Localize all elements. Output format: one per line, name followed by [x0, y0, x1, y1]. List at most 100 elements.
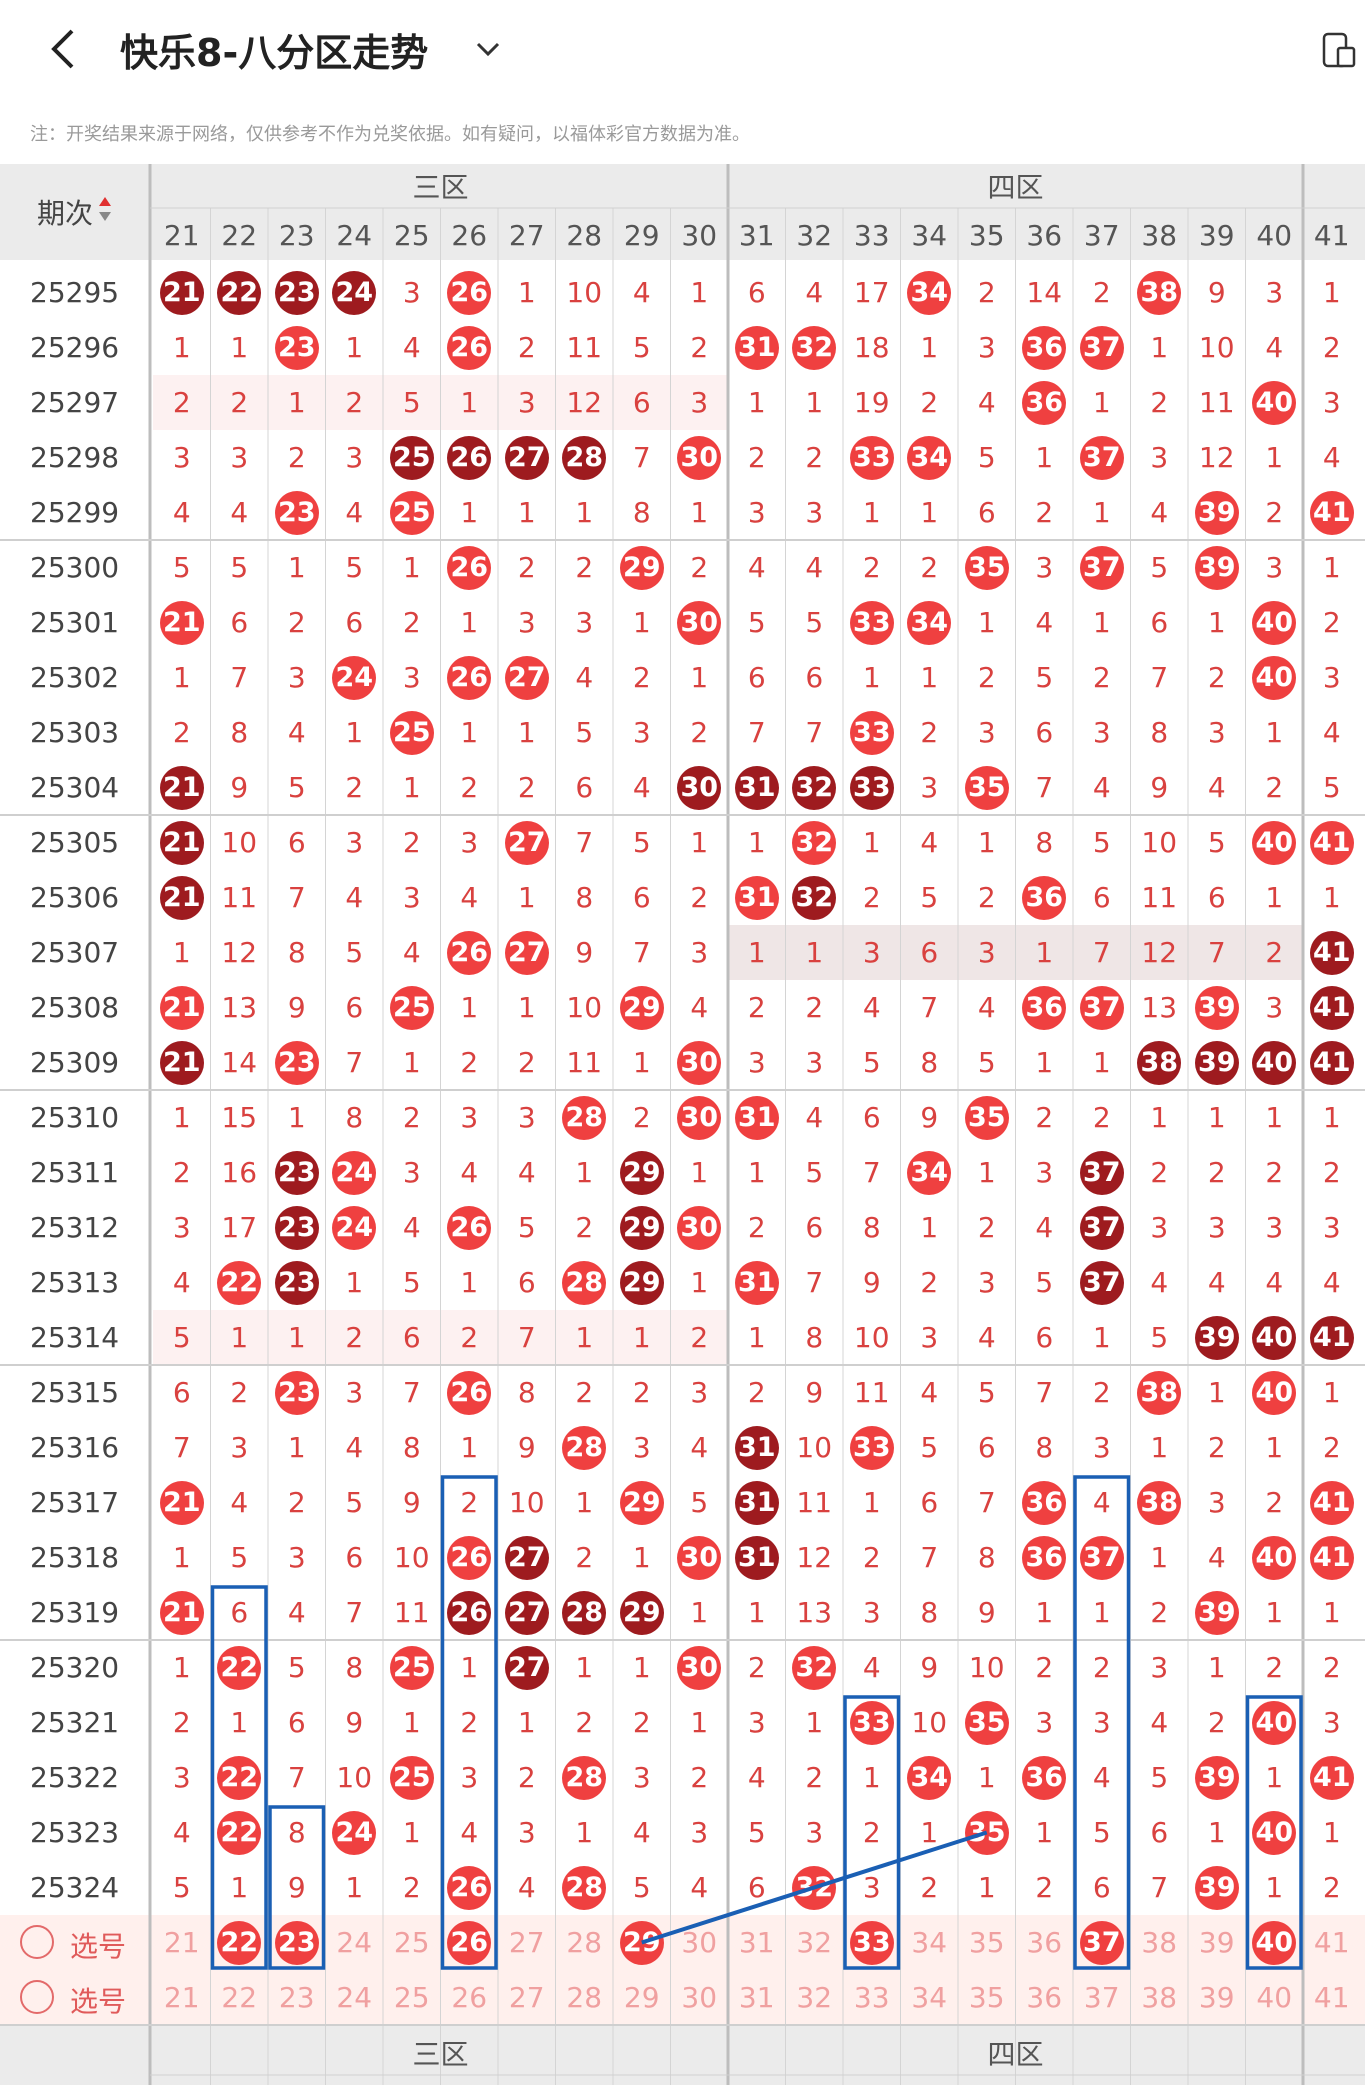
- select-radio[interactable]: [20, 1925, 54, 1959]
- number-cell: 2: [977, 661, 996, 694]
- number-cell: 6: [517, 1266, 536, 1299]
- select-number[interactable]: 39: [1198, 1926, 1235, 1959]
- number-cell: 3: [1150, 441, 1169, 474]
- selected-ball[interactable]: 33: [849, 1920, 894, 1965]
- select-number[interactable]: 40: [1256, 1981, 1293, 2014]
- select-number[interactable]: 37: [1083, 1981, 1120, 2014]
- select-number[interactable]: 28: [566, 1981, 603, 2014]
- drawn-ball: 41: [1309, 820, 1354, 865]
- select-number[interactable]: 31: [738, 1981, 775, 2014]
- number-cell: 1: [460, 386, 479, 419]
- select-number[interactable]: 28: [566, 1926, 603, 1959]
- number-cell: 6: [632, 386, 651, 419]
- drawn-ball: 26: [447, 325, 492, 370]
- page-title[interactable]: 快乐8-八分区走势: [120, 31, 429, 75]
- select-number[interactable]: 23: [278, 1981, 315, 2014]
- number-cell: 1: [1035, 936, 1054, 969]
- drawn-ball: 38: [1137, 1370, 1182, 1415]
- select-number[interactable]: 33: [853, 1981, 890, 2014]
- drawn-ball: 33: [849, 1700, 894, 1745]
- number-cell: 1: [575, 1486, 594, 1519]
- period-cell: 25295: [30, 276, 120, 309]
- select-number[interactable]: 27: [508, 1926, 545, 1959]
- selected-ball[interactable]: 23: [274, 1920, 319, 1965]
- select-number[interactable]: 32: [796, 1981, 833, 2014]
- select-number[interactable]: 35: [968, 1926, 1005, 1959]
- number-cell: 4: [345, 1431, 364, 1464]
- select-number[interactable]: 35: [968, 1981, 1005, 2014]
- drawn-ball: 21: [159, 875, 204, 920]
- number-cell: 2: [402, 606, 421, 639]
- number-cell: 11: [1141, 881, 1178, 914]
- select-number[interactable]: 24: [336, 1981, 373, 2014]
- select-number[interactable]: 34: [911, 1981, 948, 2014]
- drawn-ball: 38: [1137, 1040, 1182, 1085]
- number-cell: 3: [690, 936, 709, 969]
- number-cell: 2: [805, 991, 824, 1024]
- select-number[interactable]: 29: [623, 1981, 660, 2014]
- select-number[interactable]: 30: [681, 1926, 718, 1959]
- select-number[interactable]: 21: [163, 1926, 200, 1959]
- select-number[interactable]: 41: [1313, 1926, 1350, 1959]
- select-number[interactable]: 32: [796, 1926, 833, 1959]
- select-number[interactable]: 27: [508, 1981, 545, 2014]
- period-header[interactable]: 期次: [0, 164, 150, 260]
- drawn-ball: 32: [792, 820, 837, 865]
- select-number[interactable]: 26: [451, 1981, 488, 2014]
- drawn-ball: 29: [619, 1150, 664, 1195]
- number-cell: 4: [1092, 1761, 1111, 1794]
- number-cell: 3: [920, 771, 939, 804]
- column-header: 37: [1083, 218, 1120, 252]
- selected-ball[interactable]: 26: [447, 1920, 492, 1965]
- select-radio[interactable]: [20, 1980, 54, 2014]
- number-cell: 1: [690, 1596, 709, 1629]
- select-number[interactable]: 22: [221, 1981, 258, 2014]
- number-cell: 13: [221, 991, 258, 1024]
- select-number[interactable]: 34: [911, 1926, 948, 1959]
- title-dropdown-button[interactable]: [470, 32, 506, 68]
- number-cell: 4: [1150, 1266, 1169, 1299]
- select-number[interactable]: 38: [1141, 1926, 1178, 1959]
- select-number[interactable]: 38: [1141, 1981, 1178, 2014]
- number-cell: 2: [345, 771, 364, 804]
- drawn-ball: 37: [1079, 435, 1124, 480]
- period-cell: 25309: [30, 1046, 120, 1079]
- number-cell: 5: [517, 1211, 536, 1244]
- select-number[interactable]: 41: [1313, 1981, 1350, 2014]
- number-cell: 1: [805, 1706, 824, 1739]
- select-number[interactable]: 39: [1198, 1981, 1235, 2014]
- back-button[interactable]: [38, 24, 88, 74]
- select-number[interactable]: 31: [738, 1926, 775, 1959]
- number-cell: 3: [1322, 1211, 1341, 1244]
- number-cell: 5: [1150, 1761, 1169, 1794]
- drawn-ball: 31: [734, 1260, 779, 1305]
- drawn-ball: 28: [562, 1425, 607, 1470]
- number-cell: 8: [920, 1046, 939, 1079]
- select-number[interactable]: 24: [336, 1926, 373, 1959]
- number-cell: 6: [172, 1376, 191, 1409]
- number-cell: 1: [1150, 1101, 1169, 1134]
- select-number[interactable]: 25: [393, 1981, 430, 2014]
- drawn-ball: 31: [734, 1480, 779, 1525]
- number-cell: 6: [1207, 881, 1226, 914]
- select-number[interactable]: 36: [1026, 1981, 1063, 2014]
- device-toggle-button[interactable]: [1318, 30, 1358, 70]
- select-number[interactable]: 36: [1026, 1926, 1063, 1959]
- number-cell: 5: [1092, 1816, 1111, 1849]
- select-number[interactable]: 25: [393, 1926, 430, 1959]
- drawn-ball: 31: [734, 875, 779, 920]
- number-cell: 5: [862, 1046, 881, 1079]
- number-cell: 7: [1207, 936, 1226, 969]
- selected-ball[interactable]: 29: [619, 1920, 664, 1965]
- number-cell: 8: [977, 1541, 996, 1574]
- selected-ball[interactable]: 40: [1252, 1920, 1297, 1965]
- selected-ball[interactable]: 37: [1079, 1920, 1124, 1965]
- number-cell: 2: [632, 1706, 651, 1739]
- column-header: 35: [968, 218, 1005, 252]
- select-number[interactable]: 21: [163, 1981, 200, 2014]
- select-number[interactable]: 30: [681, 1981, 718, 2014]
- selected-ball[interactable]: 22: [217, 1920, 262, 1965]
- number-cell: 4: [862, 991, 881, 1024]
- number-cell: 5: [1035, 1266, 1054, 1299]
- number-cell: 1: [1150, 331, 1169, 364]
